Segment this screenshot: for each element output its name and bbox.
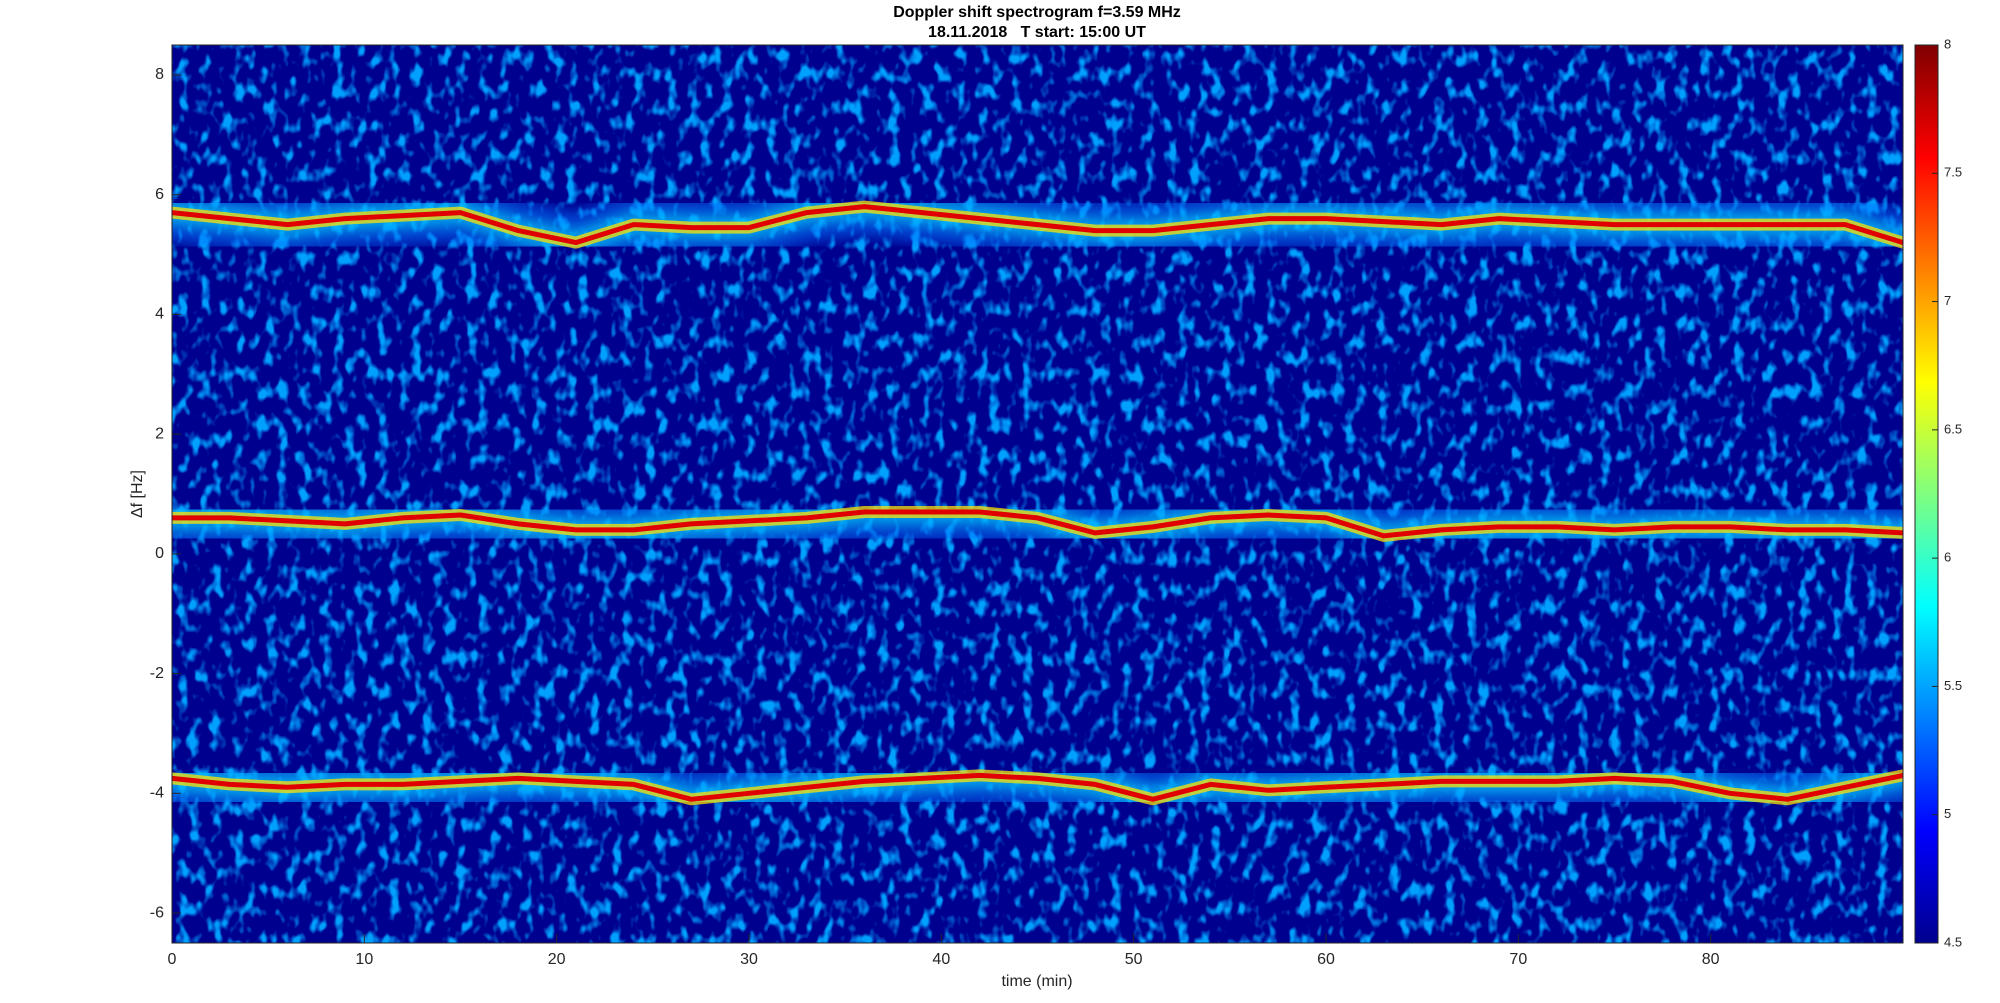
x-tick-label: 30 bbox=[740, 951, 758, 968]
signal-ridge bbox=[172, 509, 1903, 539]
x-tick-label: 60 bbox=[1317, 951, 1335, 968]
colorbar-tick-label: 5 bbox=[1944, 806, 1951, 821]
x-axis-label: time (min) bbox=[1001, 973, 1072, 990]
colorbar-tick-label: 6 bbox=[1944, 550, 1951, 565]
ridges bbox=[172, 176, 1903, 830]
colorbar-tick-label: 4.5 bbox=[1944, 934, 1962, 949]
colorbar-tick-label: 8 bbox=[1944, 36, 1951, 51]
y-tick-label: 4 bbox=[155, 306, 164, 323]
signal-ridge bbox=[172, 204, 1903, 246]
y-tick-label: -4 bbox=[150, 785, 164, 802]
x-tick-label: 40 bbox=[932, 951, 950, 968]
plot-frame bbox=[171, 44, 1904, 944]
y-tick-label: -2 bbox=[150, 665, 164, 682]
y-tick-label: 8 bbox=[155, 66, 164, 83]
x-tick-label: 20 bbox=[548, 951, 566, 968]
colorbar-tick-label: 7 bbox=[1944, 293, 1951, 308]
y-tick-label: 2 bbox=[155, 425, 164, 442]
y-tick-label: 0 bbox=[155, 545, 164, 562]
y-axis-label: Δf [Hz] bbox=[129, 470, 146, 518]
x-tick-label: 80 bbox=[1702, 951, 1720, 968]
colorbar bbox=[1914, 44, 1939, 944]
colorbar-tick-label: 6.5 bbox=[1944, 421, 1962, 436]
signal-ridge bbox=[172, 772, 1903, 802]
y-tick-label: -6 bbox=[150, 904, 164, 921]
chart-title: Doppler shift spectrogram f=3.59 MHz bbox=[893, 4, 1181, 21]
x-tick-label: 70 bbox=[1509, 951, 1527, 968]
x-tick-label: 50 bbox=[1125, 951, 1143, 968]
y-tick-label: 6 bbox=[155, 186, 164, 203]
x-tick-label: 10 bbox=[355, 951, 373, 968]
colorbar-tick-label: 7.5 bbox=[1944, 165, 1962, 180]
colorbar-tick-label: 5.5 bbox=[1944, 678, 1962, 693]
chart-subtitle: 18.11.2018 T start: 15:00 UT bbox=[928, 24, 1146, 41]
x-tick-label: 0 bbox=[168, 951, 177, 968]
